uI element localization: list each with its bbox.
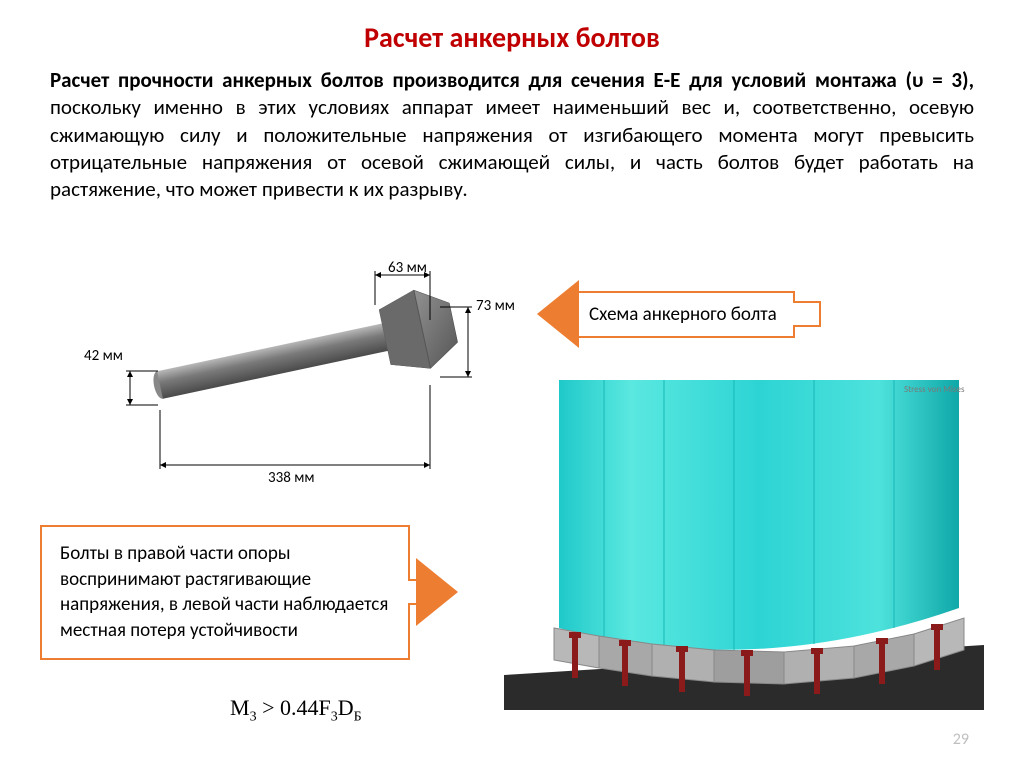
fem-svg: Stress von Mises [504,380,984,710]
dim-shaft-dia: 42 мм [84,347,123,365]
bolt-svg [100,265,500,495]
bolt-diagram: 63 мм 73 мм 42 мм 338 мм [100,265,500,495]
callout-bolt-scheme: Схема анкерного болта [537,282,821,346]
callout1-box: Схема анкерного болта [571,291,795,338]
svg-text:Stress von Mises: Stress von Mises [904,384,965,395]
page-title: Расчет анкерных болтов [50,20,974,55]
dim-length: 338 мм [268,469,315,487]
callout2-box: Болты в правой части опоры воспринимают … [40,525,410,660]
fem-render: Stress von Mises [504,380,984,710]
arrow-right-icon [418,560,458,624]
dim-head-width: 63 мм [388,259,427,277]
callout-bolts-note: Болты в правой части опоры воспринимают … [40,525,410,660]
dim-head-height: 73 мм [476,297,515,315]
formula: M3 > 0.44F3DБ [230,695,362,725]
callout-stub [793,301,821,327]
arrow-left-icon [537,282,577,346]
page-number: 29 [953,730,969,749]
main-paragraph: Расчет прочности анкерных болтов произво… [50,67,974,203]
